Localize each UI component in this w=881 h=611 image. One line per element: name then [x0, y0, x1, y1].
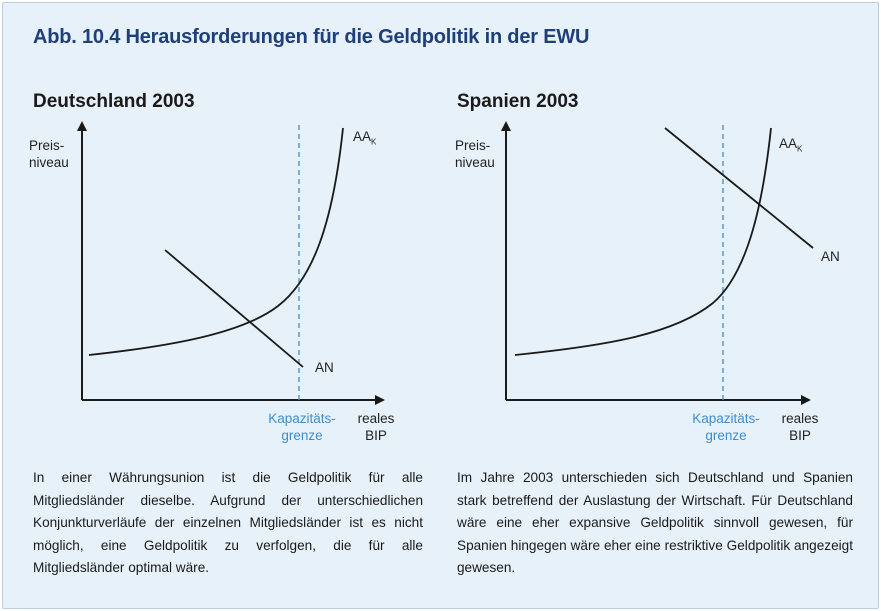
right-y-axis-label-line1: Preis-	[455, 138, 491, 153]
right-y-axis-label-line2: niveau	[455, 155, 495, 170]
right-y-axis-label: Preis- niveau	[455, 137, 495, 171]
left-capacity-label-line1: Kapazitäts-	[268, 411, 336, 426]
left-y-axis-label-line1: Preis-	[29, 138, 65, 153]
left-panel-title: Deutschland 2003	[33, 91, 195, 112]
right-supply-label-text: AA	[779, 136, 798, 151]
right-x-axis-label-line1: reales	[781, 411, 819, 426]
left-supply-label-sub: K	[371, 137, 377, 147]
right-x-axis-label-line2: BIP	[789, 428, 811, 443]
right-capacity-label-line2: grenze	[705, 428, 747, 443]
right-capacity-label: Kapazitäts- grenze	[681, 410, 771, 444]
left-caption: In einer Währungsunion ist die Geldpolit…	[33, 470, 423, 575]
left-capacity-label: Kapazitäts- grenze	[257, 410, 347, 444]
right-supply-curve	[514, 127, 772, 356]
left-capacity-label-line2: grenze	[281, 428, 323, 443]
figure-title: Abb. 10.4 Herausforderungen für die Geld…	[33, 26, 590, 48]
left-x-axis-label-line1: reales	[357, 411, 395, 426]
left-supply-curve	[88, 127, 344, 356]
right-capacity-label-line1: Kapazitäts-	[692, 411, 760, 426]
left-y-axis-label: Preis- niveau	[29, 137, 69, 171]
left-supply-label-text: AA	[353, 129, 372, 144]
left-x-axis-label: reales BIP	[353, 410, 399, 444]
right-supply-label: AAK	[779, 135, 802, 158]
left-supply-label: AAK	[353, 128, 376, 151]
left-x-axis-label-line2: BIP	[365, 428, 387, 443]
right-x-axis-label: reales BIP	[777, 410, 823, 444]
right-diagram	[501, 121, 814, 405]
diagrams-canvas	[77, 121, 814, 405]
right-demand-line	[664, 127, 814, 249]
left-demand-line	[164, 249, 304, 368]
right-supply-label-sub: K	[797, 144, 803, 154]
right-panel-title: Spanien 2003	[457, 91, 579, 112]
right-demand-label: AN	[821, 249, 840, 264]
right-caption: Im Jahre 2003 unterschieden sich Deutsch…	[457, 470, 853, 575]
left-demand-label: AN	[315, 360, 334, 375]
left-diagram	[77, 121, 385, 405]
left-y-axis-label-line2: niveau	[29, 155, 69, 170]
